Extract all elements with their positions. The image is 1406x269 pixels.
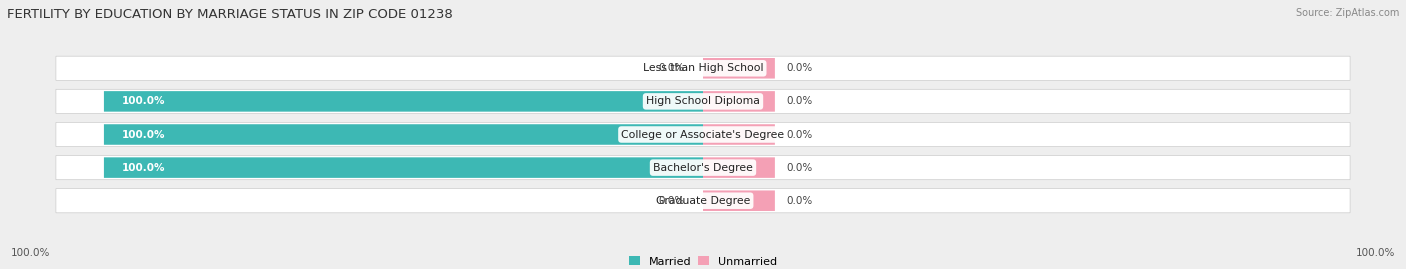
FancyBboxPatch shape <box>104 124 703 145</box>
Text: 100.0%: 100.0% <box>1355 248 1395 258</box>
Text: 100.0%: 100.0% <box>122 96 166 107</box>
Text: 0.0%: 0.0% <box>659 196 685 206</box>
Text: 100.0%: 100.0% <box>122 129 166 140</box>
Text: 0.0%: 0.0% <box>787 162 813 173</box>
FancyBboxPatch shape <box>703 124 775 145</box>
FancyBboxPatch shape <box>56 89 1350 114</box>
Text: 0.0%: 0.0% <box>787 129 813 140</box>
Text: 100.0%: 100.0% <box>11 248 51 258</box>
Text: FERTILITY BY EDUCATION BY MARRIAGE STATUS IN ZIP CODE 01238: FERTILITY BY EDUCATION BY MARRIAGE STATU… <box>7 8 453 21</box>
Text: 0.0%: 0.0% <box>787 96 813 107</box>
Text: Bachelor's Degree: Bachelor's Degree <box>652 162 754 173</box>
Text: High School Diploma: High School Diploma <box>647 96 759 107</box>
FancyBboxPatch shape <box>56 155 1350 180</box>
FancyBboxPatch shape <box>56 56 1350 80</box>
FancyBboxPatch shape <box>56 122 1350 147</box>
Text: 0.0%: 0.0% <box>787 196 813 206</box>
Text: Less than High School: Less than High School <box>643 63 763 73</box>
Text: 0.0%: 0.0% <box>787 63 813 73</box>
FancyBboxPatch shape <box>703 91 775 112</box>
Text: 0.0%: 0.0% <box>659 63 685 73</box>
FancyBboxPatch shape <box>703 190 775 211</box>
Text: Graduate Degree: Graduate Degree <box>655 196 751 206</box>
Legend: Married, Unmarried: Married, Unmarried <box>630 256 776 267</box>
Text: Source: ZipAtlas.com: Source: ZipAtlas.com <box>1295 8 1399 18</box>
FancyBboxPatch shape <box>104 91 703 112</box>
FancyBboxPatch shape <box>56 189 1350 213</box>
Text: College or Associate's Degree: College or Associate's Degree <box>621 129 785 140</box>
FancyBboxPatch shape <box>703 157 775 178</box>
Text: 100.0%: 100.0% <box>122 162 166 173</box>
FancyBboxPatch shape <box>703 58 775 79</box>
FancyBboxPatch shape <box>104 157 703 178</box>
